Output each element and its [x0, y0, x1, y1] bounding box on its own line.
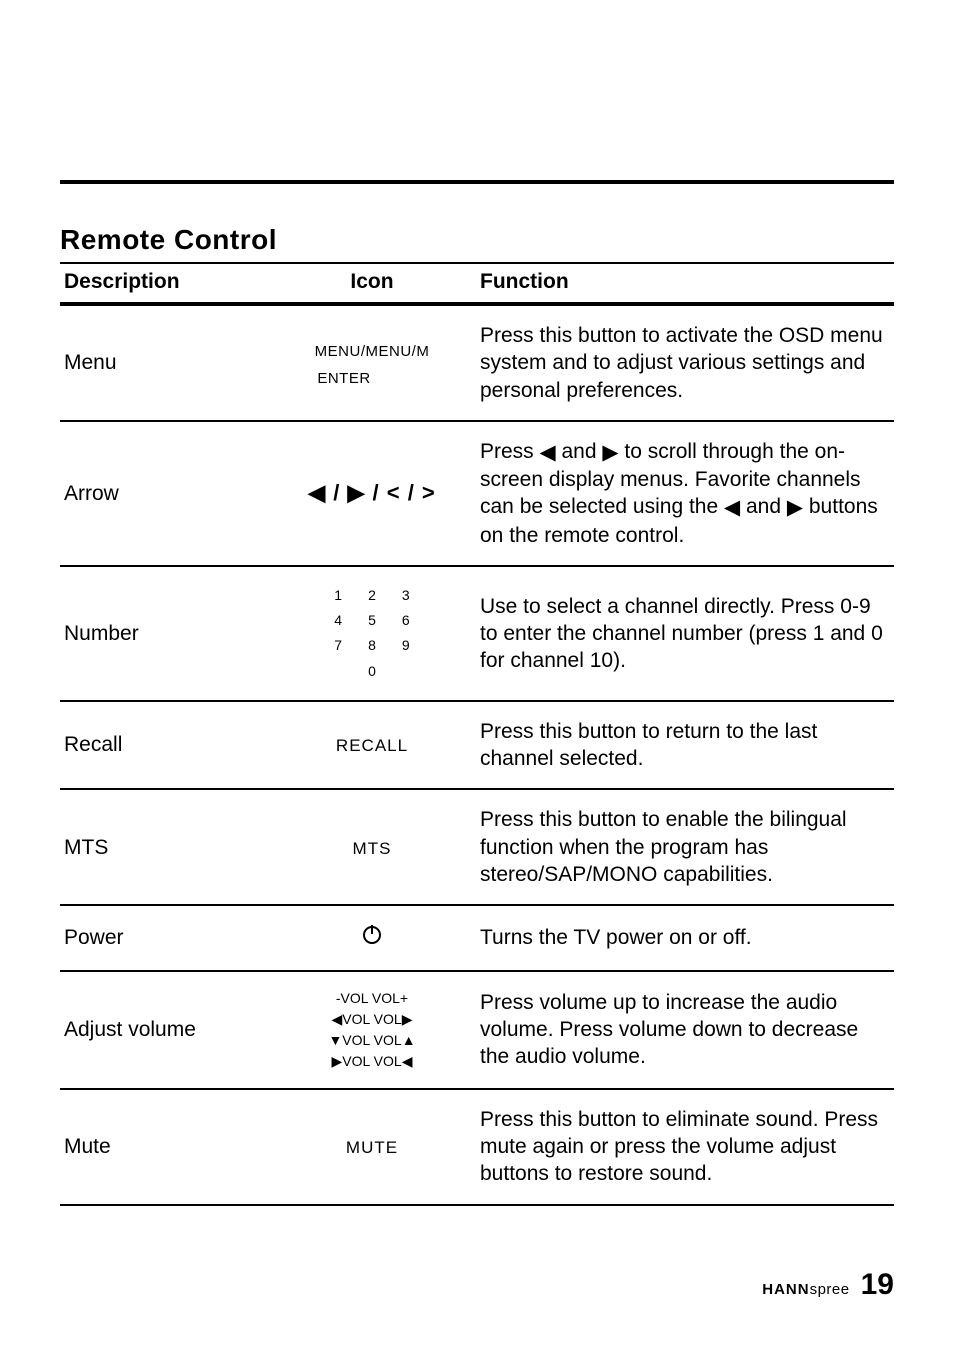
- vol-line: ▼VOL VOL▲: [272, 1030, 472, 1051]
- icon-volume: -VOL VOL+ ◀VOL VOL▶ ▼VOL VOL▲ ▶VOL VOL◀: [268, 971, 476, 1089]
- triangle-left-icon: ◀: [724, 494, 740, 521]
- vol-line: ▶VOL VOL◀: [272, 1051, 472, 1072]
- table-row: Adjust volume -VOL VOL+ ◀VOL VOL▶ ▼VOL V…: [60, 971, 894, 1089]
- menu-enter-icon: MENU/MENU/M ENTER: [315, 336, 430, 391]
- section-title: Remote Control: [60, 224, 894, 256]
- func-power: Turns the TV power on or off.: [476, 905, 894, 970]
- numpad-digit: 0: [368, 659, 376, 684]
- table-row: Power Turns the TV power on or off.: [60, 905, 894, 970]
- desc-menu: Menu: [60, 304, 268, 421]
- menu-icon-bottom: ENTER: [317, 370, 370, 387]
- func-mts: Press this button to enable the bilingua…: [476, 789, 894, 905]
- arrow-buttons-icon: ◀ / ▶ / < / >: [308, 480, 436, 505]
- numpad-digit: 5: [368, 608, 376, 633]
- icon-recall: RECALL: [268, 701, 476, 790]
- icon-mts: MTS: [268, 789, 476, 905]
- triangle-left-icon: ◀: [540, 439, 556, 466]
- func-number: Use to select a channel directly. Press …: [476, 566, 894, 701]
- arrow-func-mid3: and: [740, 495, 787, 518]
- numpad-digit: 2: [368, 583, 376, 608]
- volume-labels-icon: -VOL VOL+ ◀VOL VOL▶ ▼VOL VOL▲ ▶VOL VOL◀: [272, 988, 472, 1072]
- page-container: Remote Control Description Icon Function…: [0, 0, 954, 1352]
- vol-line: -VOL VOL+: [272, 988, 472, 1009]
- func-menu: Press this button to activate the OSD me…: [476, 304, 894, 421]
- header-function: Function: [476, 263, 894, 304]
- vol-line: ◀VOL VOL▶: [272, 1009, 472, 1030]
- brand-hann: HANN: [762, 1281, 809, 1298]
- desc-mute: Mute: [60, 1089, 268, 1205]
- desc-power: Power: [60, 905, 268, 970]
- table-row: Arrow ◀ / ▶ / < / > Press ◀ and ▶ to scr…: [60, 421, 894, 566]
- func-mute: Press this button to eliminate sound. Pr…: [476, 1089, 894, 1205]
- icon-menu: MENU/MENU/M ENTER: [268, 304, 476, 421]
- arrow-func-pre: Press: [480, 440, 540, 463]
- numpad-digit: 6: [402, 608, 410, 633]
- desc-mts: MTS: [60, 789, 268, 905]
- table-row: Menu MENU/MENU/M ENTER Press this button…: [60, 304, 894, 421]
- number-pad-icon: 1 2 3 4 5 6 7 8 9 0: [334, 583, 409, 684]
- power-icon: [360, 928, 384, 951]
- func-volume: Press volume up to increase the audio vo…: [476, 971, 894, 1089]
- numpad-digit: 1: [334, 583, 342, 608]
- mts-label-icon: MTS: [353, 839, 392, 858]
- mute-label-icon: MUTE: [346, 1138, 398, 1157]
- desc-arrow: Arrow: [60, 421, 268, 566]
- table-row: MTS MTS Press this button to enable the …: [60, 789, 894, 905]
- desc-volume: Adjust volume: [60, 971, 268, 1089]
- header-description: Description: [60, 263, 268, 304]
- page-footer: HANNspree 19: [762, 1268, 894, 1302]
- recall-label-icon: RECALL: [336, 736, 408, 755]
- menu-icon-top: MENU: [315, 343, 361, 360]
- table-row: Number 1 2 3 4 5 6 7 8 9 0 Use to select a cha…: [60, 566, 894, 701]
- header-icon: Icon: [268, 263, 476, 304]
- desc-recall: Recall: [60, 701, 268, 790]
- menu-icon-suffix: /MENU/M: [361, 343, 430, 360]
- remote-control-table: Description Icon Function Menu MENU/MENU…: [60, 262, 894, 1206]
- icon-arrow: ◀ / ▶ / < / >: [268, 421, 476, 566]
- numpad-digit: 3: [402, 583, 410, 608]
- triangle-right-icon: ▶: [787, 494, 803, 521]
- numpad-digit: 9: [402, 633, 410, 658]
- brand-spree: spree: [810, 1281, 850, 1298]
- func-recall: Press this button to return to the last …: [476, 701, 894, 790]
- icon-mute: MUTE: [268, 1089, 476, 1205]
- desc-number: Number: [60, 566, 268, 701]
- icon-number: 1 2 3 4 5 6 7 8 9 0: [268, 566, 476, 701]
- func-arrow: Press ◀ and ▶ to scroll through the on-s…: [476, 421, 894, 566]
- table-row: Recall RECALL Press this button to retur…: [60, 701, 894, 790]
- arrow-func-mid1: and: [556, 440, 603, 463]
- table-header-row: Description Icon Function: [60, 263, 894, 304]
- triangle-right-icon: ▶: [602, 439, 618, 466]
- top-rule: [60, 180, 894, 184]
- table-row: Mute MUTE Press this button to eliminate…: [60, 1089, 894, 1205]
- page-number: 19: [861, 1268, 894, 1301]
- icon-power: [268, 905, 476, 970]
- numpad-digit: 8: [368, 633, 376, 658]
- numpad-digit: 7: [334, 633, 342, 658]
- numpad-digit: 4: [334, 608, 342, 633]
